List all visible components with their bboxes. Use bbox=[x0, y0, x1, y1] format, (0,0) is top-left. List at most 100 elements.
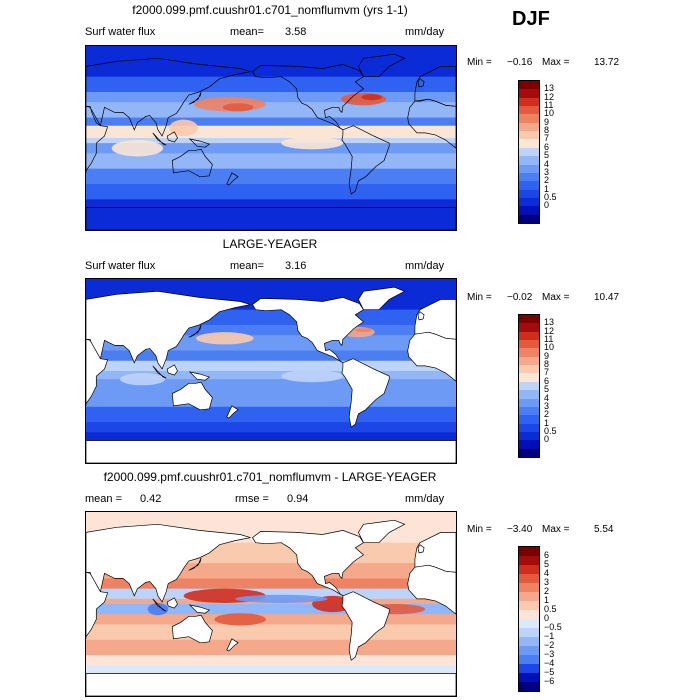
coastline bbox=[166, 597, 178, 609]
colorbar-tick-label: 5 bbox=[544, 384, 550, 395]
panel-1-variable-label: Surf water flux bbox=[85, 26, 156, 38]
field-band bbox=[86, 639, 456, 656]
colorbar-tick-label: 3 bbox=[544, 400, 550, 411]
colorbar-cell bbox=[519, 331, 539, 341]
colorbar-cell bbox=[519, 664, 539, 673]
colorbar-cell bbox=[519, 172, 539, 182]
colorbar-cell bbox=[519, 156, 539, 166]
field-anomaly bbox=[119, 373, 166, 386]
field-anomaly bbox=[111, 140, 164, 157]
panel-1-map-svg bbox=[86, 46, 456, 230]
colorbar-cell bbox=[519, 565, 539, 574]
field-band bbox=[86, 406, 456, 423]
coastline bbox=[86, 105, 109, 173]
field-band bbox=[86, 143, 456, 154]
colorbar-cell bbox=[519, 315, 539, 324]
coastline bbox=[86, 440, 456, 463]
coastline bbox=[226, 172, 239, 186]
field-band bbox=[86, 422, 456, 433]
panel-3-max-label: Max = bbox=[542, 524, 570, 535]
field-band bbox=[86, 76, 456, 93]
panel-2-map bbox=[85, 278, 457, 464]
panel-3-map bbox=[85, 511, 457, 697]
colorbar-cell bbox=[519, 97, 539, 107]
colorbar-tick-label: 2 bbox=[544, 409, 550, 420]
coastline bbox=[152, 598, 167, 612]
colorbar-cell bbox=[519, 673, 539, 682]
panel-1-map bbox=[85, 45, 457, 231]
colorbar-cell bbox=[519, 628, 539, 637]
colorbar-tick-label: 4 bbox=[544, 392, 550, 403]
coastline bbox=[417, 311, 425, 321]
colorbar-cell bbox=[519, 106, 539, 116]
coastline bbox=[407, 331, 456, 382]
panel-2-mean-value: 3.16 bbox=[285, 260, 307, 272]
colorbar-cell bbox=[519, 619, 539, 628]
colorbar-tick-label: 2 bbox=[544, 586, 550, 596]
colorbar-tick-label: 11 bbox=[544, 334, 554, 345]
panel-2-mean-label: mean= bbox=[230, 260, 264, 272]
colorbar-cell bbox=[519, 390, 539, 400]
field-anomaly bbox=[214, 613, 266, 626]
colorbar-cell bbox=[519, 637, 539, 646]
panel-1-colorbar: 13 12 11 10 9 8 7 6 5 4 3 2 1 0.5 0 bbox=[518, 80, 557, 224]
colorbar-cell bbox=[519, 131, 539, 141]
field-band bbox=[86, 125, 456, 139]
colorbar-cell bbox=[519, 189, 539, 199]
panel-2-colorbar: 13 12 11 10 9 8 7 6 5 4 3 2 1 0.5 0 bbox=[518, 314, 557, 458]
colorbar-tick-label: 5 bbox=[544, 559, 550, 569]
colorbar-tick-label: 6 bbox=[544, 375, 550, 386]
coastline bbox=[171, 148, 213, 178]
colorbar-cell bbox=[519, 682, 539, 691]
colorbar-cell bbox=[519, 206, 539, 216]
colorbar-tick-label: 0 bbox=[544, 434, 550, 445]
field-anomaly bbox=[281, 136, 343, 150]
colorbar-cell bbox=[519, 547, 539, 556]
coastline bbox=[166, 364, 178, 376]
colorbar-tick-label: 1 bbox=[544, 417, 550, 428]
colorbar-cell bbox=[519, 197, 539, 207]
colorbar-tick-label: 6 bbox=[544, 550, 550, 560]
coastline bbox=[188, 324, 202, 338]
colorbar-cell bbox=[519, 356, 539, 366]
panel-3-max-value: 5.54 bbox=[594, 524, 614, 535]
panel-2-title: LARGE-YEAGER bbox=[222, 237, 318, 251]
colorbar-tick-label: 0 bbox=[544, 613, 550, 623]
field-band bbox=[86, 588, 456, 600]
colorbar-cell bbox=[519, 574, 539, 583]
panel-1-mean-label: mean= bbox=[230, 26, 264, 38]
panel-3-units: mm/day bbox=[405, 493, 445, 505]
panel-3-min-label: Min = bbox=[467, 524, 492, 535]
field-anomaly bbox=[195, 332, 254, 345]
colorbar-cell bbox=[519, 122, 539, 132]
panel-2-map-svg bbox=[86, 279, 456, 463]
colorbar-tick-label: −6 bbox=[544, 676, 555, 686]
colorbar-tick-label: −2 bbox=[544, 640, 555, 650]
field-band bbox=[86, 117, 456, 127]
panel-1-max-label: Max = bbox=[542, 57, 570, 68]
coastline bbox=[171, 614, 213, 644]
coastline bbox=[341, 358, 390, 428]
coastline bbox=[188, 371, 211, 381]
coastline bbox=[86, 338, 109, 406]
field-band bbox=[86, 624, 456, 641]
colorbar-cell bbox=[519, 592, 539, 601]
coastline bbox=[417, 544, 425, 554]
field-anomaly bbox=[147, 602, 169, 616]
panel-3-min-value: −3.40 bbox=[507, 524, 533, 535]
colorbar-cell bbox=[519, 415, 539, 425]
field-band bbox=[86, 199, 456, 230]
coastline bbox=[86, 290, 251, 370]
panel-1-mean-value: 3.58 bbox=[285, 26, 307, 38]
coastline bbox=[86, 673, 456, 696]
colorbar-tick-label: 12 bbox=[544, 91, 555, 102]
colorbar-tick-label: 3 bbox=[544, 166, 550, 177]
coastline bbox=[188, 604, 211, 614]
colorbar-cell bbox=[519, 655, 539, 664]
field-band bbox=[86, 92, 456, 103]
panel-2-units: mm/day bbox=[405, 260, 445, 272]
colorbar-tick-label: 13 bbox=[544, 83, 555, 94]
colorbar-cell bbox=[519, 114, 539, 124]
coastline bbox=[188, 91, 202, 105]
colorbar-cell bbox=[519, 81, 539, 90]
